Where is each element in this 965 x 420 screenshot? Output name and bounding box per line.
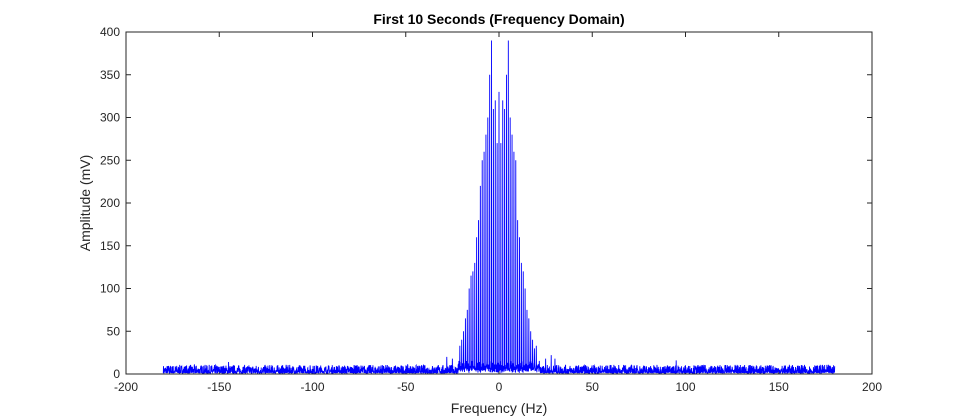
y-axis-label: Amplitude (mV) [77, 155, 93, 251]
y-tick-label: 0 [113, 367, 120, 381]
x-tick-label: 200 [862, 380, 882, 394]
x-tick-label: 150 [769, 380, 789, 394]
x-tick-label: -100 [300, 380, 324, 394]
x-tick-label: -200 [114, 380, 138, 394]
plot-frame [125, 31, 873, 375]
y-tick-label: 200 [100, 196, 120, 210]
x-tick-label: -50 [397, 380, 415, 394]
y-tick-label: 100 [100, 282, 120, 296]
axis-ticks: -200 -150 -100 -50 0 50 100 150 200 0 50 100 150 200 2… [100, 25, 882, 394]
x-tick-label: -150 [207, 380, 231, 394]
x-tick-label: 100 [675, 380, 695, 394]
x-axis-label: Frequency (Hz) [451, 400, 547, 416]
y-tick-label: 50 [107, 324, 121, 338]
y-tick-label: 250 [100, 153, 120, 167]
y-tick-label: 300 [100, 111, 120, 125]
x-tick-label: 50 [586, 380, 600, 394]
spectrum-series-line [162, 40, 836, 375]
y-tick-label: 400 [100, 25, 120, 39]
x-tick-label: 0 [496, 380, 503, 394]
y-tick-label: 150 [100, 239, 120, 253]
y-tick-label: 350 [100, 68, 120, 82]
chart-title: First 10 Seconds (Frequency Domain) [373, 11, 624, 27]
